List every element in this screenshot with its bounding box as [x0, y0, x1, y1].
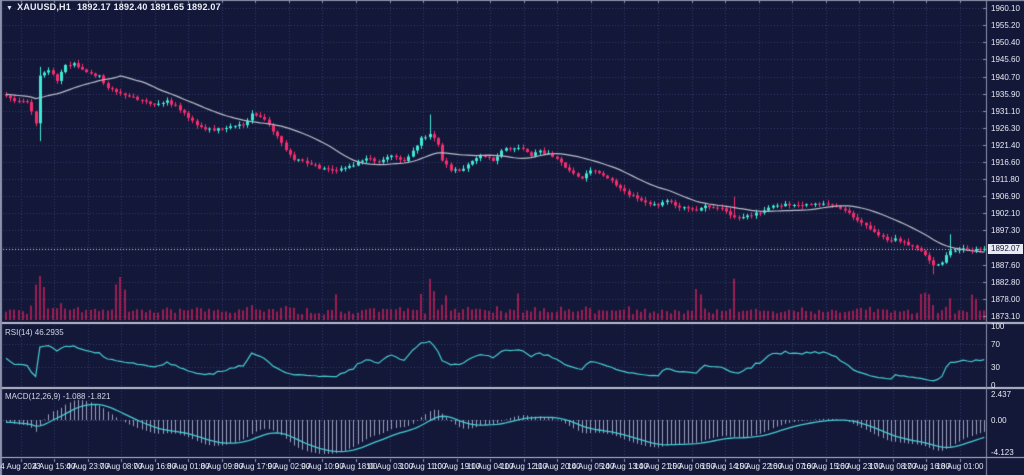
time-axis-label: 14 Aug 21:00: [634, 462, 682, 471]
price-tick-label: 1873.10: [991, 312, 1020, 321]
time-axis-label: 9 Aug 10:00: [301, 462, 344, 471]
rsi-level-label: 100: [991, 322, 1005, 331]
current-price-tag: 1892.07: [988, 243, 1023, 254]
price-tick-label: 1945.60: [991, 55, 1020, 65]
time-axis-label: 15 Aug 06:00: [667, 462, 716, 471]
time-axis-label: 4 Aug 15:00: [32, 462, 76, 471]
price-tick-label: 1878.00: [991, 294, 1020, 304]
price-tick-label: 1911.80: [991, 174, 1020, 184]
price-tick-label: 1955.20: [991, 21, 1020, 31]
rsi-indicator-label: RSI(14) 46.2935: [5, 328, 64, 337]
price-tick-label: 1950.40: [991, 38, 1020, 48]
time-axis-label: 16 Aug 07:00: [768, 462, 816, 471]
time-axis-label: 9 Aug 18:00: [334, 462, 378, 471]
chart-symbol-label: XAUUSD,H1: [17, 2, 71, 12]
price-tick-label: 1926.30: [991, 123, 1020, 133]
time-axis-label: 15 Aug 14:00: [701, 462, 749, 471]
price-tick-label: 1940.70: [991, 72, 1020, 82]
price-tick-label: 1935.90: [991, 89, 1020, 99]
macd-scale-label: -4.123: [991, 448, 1014, 457]
symbol-dropdown-icon[interactable]: ▼: [6, 5, 14, 12]
price-tick-label: 1921.40: [991, 141, 1020, 150]
time-axis-label: 8 Aug 09:00: [200, 462, 244, 471]
time-axis-label: 11 Aug 12:00: [500, 462, 548, 471]
time-axis-label: 8 Aug 01:00: [166, 462, 210, 471]
time-axis-label: 14 Aug 05:00: [567, 462, 615, 471]
macd-scale-label: 0.00: [991, 416, 1007, 425]
price-tick-label: 1916.60: [991, 158, 1020, 167]
time-axis-label: 15 Aug 22:00: [735, 462, 783, 471]
time-axis-label: 16 Aug 23:00: [835, 462, 883, 471]
chart-title: ▼ XAUUSD,H1 1892.17 1892.40 1891.65 1892.0…: [6, 2, 221, 12]
macd-scale-label: 2.437: [991, 390, 1012, 399]
time-axis-label: 17 Aug 08:00: [869, 462, 917, 471]
time-axis-label: 18 Aug 01:00: [936, 462, 984, 471]
price-tick-label: 1897.30: [991, 226, 1020, 236]
chart-ohlc-values: 1892.17 1892.40 1891.65 1892.07: [76, 2, 221, 12]
macd-indicator-label: MACD(12,26,9) -1.088 -1.821: [5, 392, 111, 401]
rsi-level-label: 70: [991, 339, 1000, 349]
time-axis-label: 10 Aug 11:00: [399, 462, 447, 471]
time-axis-label: 11 Aug 04:00: [466, 462, 514, 471]
price-tick-label: 1882.80: [991, 277, 1020, 287]
time-axis-label: 10 Aug 19:00: [433, 462, 481, 471]
time-axis-label: 8 Aug 17:00: [233, 462, 277, 471]
time-axis-label: 11 Aug 20:00: [534, 462, 581, 471]
time-axis-label: 10 Aug 03:00: [365, 462, 414, 471]
rsi-level-label: 0: [991, 381, 996, 390]
time-axis-label: 4 Aug 23:00: [66, 462, 109, 471]
price-tick-label: 1960.10: [991, 4, 1020, 13]
time-axis-label: 17 Aug 16:00: [902, 462, 950, 471]
price-tick-label: 1931.10: [991, 106, 1020, 116]
price-tick-label: 1906.90: [991, 192, 1020, 202]
time-axis-label: 7 Aug 08:00: [99, 462, 143, 471]
time-axis-label: 9 Aug 02:00: [267, 462, 311, 471]
time-axis-label: 4 Aug 2023: [0, 462, 41, 471]
rsi-level-label: 30: [991, 363, 1000, 373]
time-axis-label: 14 Aug 13:00: [600, 462, 648, 471]
price-tick-label: 1887.60: [991, 260, 1020, 270]
time-axis-label: 7 Aug 16:00: [133, 462, 177, 471]
price-tick-label: 1902.10: [991, 209, 1020, 219]
time-axis-label: 16 Aug 15:00: [802, 462, 850, 471]
